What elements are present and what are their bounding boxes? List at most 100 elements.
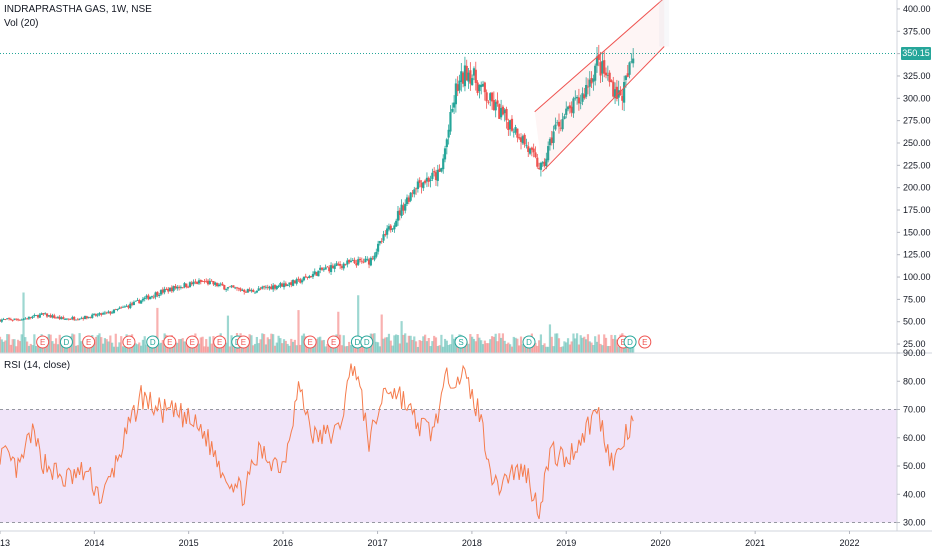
candle-body [154,292,157,298]
volume-bar [187,345,190,353]
candle-body [295,279,298,284]
candle-body [244,291,248,293]
volume-bar [603,334,606,353]
candle-body [382,234,385,241]
chart-title[interactable]: INDRAPRASTHA GAS, 1W, NSE [4,4,152,15]
volume-bar [494,333,497,353]
candle-body [165,289,168,290]
candle-body [416,181,419,189]
volume-bar [22,292,25,353]
price-tick-label: 150.00 [903,227,931,237]
candle-body [460,71,463,83]
volume-bar [197,343,201,353]
candle-body [525,145,528,147]
candle-body [174,286,177,289]
candle-body [509,120,512,130]
volume-bar [559,346,562,353]
candle-body [313,271,316,275]
candle-body [556,122,559,124]
candle-body [434,172,438,180]
candle-body [239,288,242,291]
event-marker [454,335,468,349]
volume-legend[interactable]: Vol (20) [4,18,39,29]
volume-bar [203,346,206,353]
rsi-legend[interactable]: RSI (14, close) [4,360,71,371]
candle-body [595,56,599,66]
volume-bar [4,340,7,353]
candle-body [592,78,595,82]
volume-bar [295,345,298,353]
candle-body [234,287,237,289]
candle-body [230,285,233,287]
volume-bar [44,343,47,353]
candle-body [177,286,181,288]
candle-body [563,116,566,119]
volume-bar [442,346,445,353]
volume-bar [291,341,295,353]
rsi-tick-label: 80.00 [903,376,926,386]
candle-body [462,72,465,84]
volume-bar [509,344,512,353]
candle-body [53,315,56,319]
volume-bar [485,343,488,353]
price-tick-label: 250.00 [903,138,931,148]
candle-body [624,75,628,80]
volume-bar [512,336,515,353]
volume-bar [445,340,448,353]
volume-bar [518,345,521,353]
candle-body [480,84,483,88]
candle-body [319,267,322,270]
rsi-layer [0,363,634,520]
price-tick-label: 125.00 [903,250,931,260]
volume-bar [543,343,546,353]
volume-bar [35,345,38,353]
volume-bar [501,333,505,353]
candle-body [384,233,387,236]
candle-body [411,192,414,194]
event-marker-label: D [355,338,361,347]
candle-body [404,203,407,211]
candle-body [355,263,358,266]
candle-body [532,148,535,153]
volume-bar [480,340,483,353]
candle-body [518,137,521,139]
candle-body [447,129,450,138]
candle-body [78,318,81,320]
candle-body [208,280,211,285]
volume-bar [429,346,432,353]
candle-body [530,147,533,150]
candle-body [510,118,514,131]
candle-body [458,80,461,91]
time-tick-label: 2016 [273,538,293,548]
candle-body [94,314,97,316]
candle-body [559,127,562,129]
volume-bar [344,346,347,353]
channel-layer [534,0,670,172]
event-marker-label: D [627,338,633,347]
volume-bar [53,343,56,353]
candle-body [51,315,54,318]
volume-bar [76,345,79,353]
volume-bar [626,345,629,353]
volume-bar [557,338,561,353]
price-tick-label: 325.00 [903,71,931,81]
volume-bar [433,335,436,353]
candle-body [402,205,405,211]
volume-bar [179,339,183,353]
candle-body [537,167,541,169]
candle-body [49,315,52,318]
candle-body [302,276,306,281]
event-marker [36,335,50,349]
candle-body [31,316,34,318]
candle-body [490,92,494,102]
candle-body [362,261,365,263]
candle-body [27,316,31,319]
candle-body [431,172,434,179]
candle-body [376,243,380,252]
candle-body [364,258,367,263]
candle-body [282,283,286,288]
candle-body [141,298,145,301]
volume-bar [440,334,443,353]
volume-bar [395,334,398,353]
event-marker [82,335,96,349]
